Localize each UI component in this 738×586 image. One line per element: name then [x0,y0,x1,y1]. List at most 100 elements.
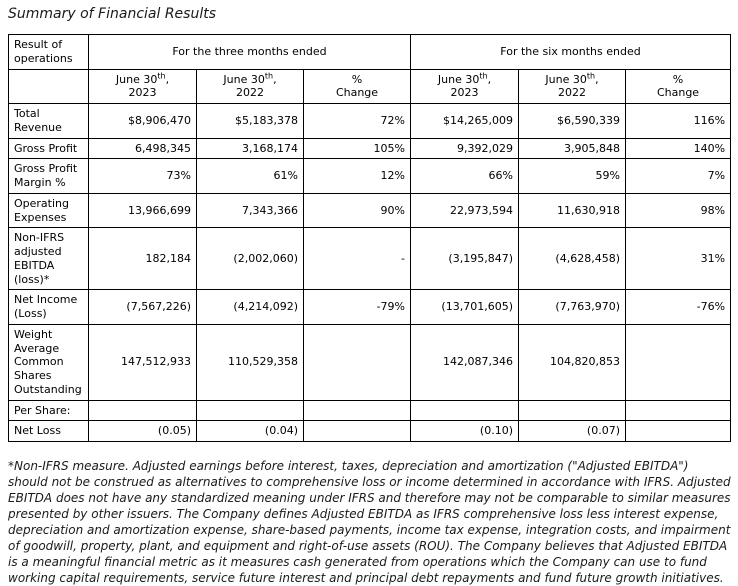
page-title: Summary of Financial Results [8,6,217,22]
pct-change-header-3m: % Change [303,68,411,104]
cell-value: 59% [518,158,626,194]
cell-value: 98% [624,192,732,229]
cell-value: (0.05) [88,420,197,442]
cell-value: 110,529,358 [196,323,304,401]
date-superscript: th [479,70,488,80]
cell-value: (0.10) [410,420,519,442]
cell-value [303,323,411,401]
cell-value: (4,628,458) [518,227,626,291]
date-text: June 30 [437,72,480,86]
table-row-gross-profit: Gross Profit 6,498,345 3,168,174 105% 9,… [8,137,732,160]
cell-value: $5,183,378 [196,103,304,139]
cell-value: (13,701,605) [410,289,519,325]
financial-results-table: Result of operations For the three month… [8,34,732,442]
cell-value: 11,630,918 [518,192,626,229]
table-row-operating-expenses: Operating Expenses 13,966,699 7,343,366 … [8,192,732,229]
cell-value: 7% [624,158,732,194]
year-label: 2022 [236,86,264,100]
date-superscript: th [264,70,274,80]
pct-change-label: Change [656,86,700,100]
row-label: Net Loss [8,420,89,442]
table-row-per-share: Per Share: [8,399,732,422]
cell-value: (0.07) [518,420,626,442]
table-row-non-ifrs-ebitda: Non-IFRS adjusted EBITDA (loss)* 182,184… [8,227,732,291]
cell-value: 66% [410,158,519,194]
table-row-total-revenue: Total Revenue $8,906,470 $5,183,378 72% … [8,103,732,139]
pct-change-label: Change [335,86,379,100]
group-header-six-months: For the six months ended [409,34,732,70]
date-text: June 30 [545,72,587,86]
cell-value: 147,512,933 [88,323,197,401]
cell-value [303,420,411,442]
cell-value: (3,195,847) [410,227,519,291]
row-label: Non-IFRS adjusted EBITDA (loss)* [8,227,89,291]
date-text: June 30 [223,72,265,86]
date-column-header-3m-2023: June 30th, 2023 [88,68,197,104]
non-ifrs-footnote: *Non-IFRS measure. Adjusted earnings bef… [8,459,731,585]
cell-value: (0.04) [196,420,304,442]
cell-value: 142,087,346 [410,323,519,401]
cell-value: 73% [88,158,197,194]
table-row-gross-profit-margin: Gross Profit Margin % 73% 61% 12% 66% 59… [8,158,732,194]
cell-value: (4,214,092) [196,289,304,325]
year-label: 2022 [558,86,586,100]
corner-cell: Result of operations [8,34,89,70]
date-comma: , [273,72,277,86]
cell-value: 105% [303,137,411,160]
cell-value: -79% [303,289,411,325]
date-text: June 30 [115,72,158,86]
cell-value: 7,343,366 [196,192,304,229]
cell-value: 9,392,029 [410,137,519,160]
group-header-three-months: For the three months ended [88,34,411,70]
cell-value [410,399,519,422]
date-superscript: th [586,70,596,80]
cell-value: 140% [624,137,732,160]
cell-value: 182,184 [88,227,197,291]
cell-value: 31% [624,227,732,291]
cell-value [518,399,626,422]
corner-empty-cell [8,68,89,104]
pct-sign: % [672,72,684,86]
date-column-header-6m-2023: June 30th, 2023 [410,68,519,104]
cell-value: $6,590,339 [518,103,626,139]
cell-value: $14,265,009 [410,103,519,139]
cell-value: (2,002,060) [196,227,304,291]
cell-value: 72% [303,103,411,139]
row-label: Weight Average Common Shares Outstanding [8,323,89,401]
cell-value: $8,906,470 [88,103,197,139]
cell-value: 61% [196,158,304,194]
table-row-net-income-loss: Net Income (Loss) (7,567,226) (4,214,092… [8,289,732,325]
cell-value: 12% [303,158,411,194]
date-comma: , [595,72,599,86]
cell-value: - [303,227,411,291]
cell-value: 104,820,853 [518,323,626,401]
cell-value [624,399,732,422]
cell-value: (7,763,970) [518,289,626,325]
cell-value: 22,973,594 [410,192,519,229]
row-label: Gross Profit [8,137,89,160]
date-comma: , [487,72,492,86]
cell-value: 90% [303,192,411,229]
group-header-row: Result of operations For the three month… [8,34,732,70]
date-comma: , [165,72,170,86]
year-label: 2023 [128,86,157,100]
cell-value [196,399,304,422]
cell-value: 3,168,174 [196,137,304,160]
cell-value: 6,498,345 [88,137,197,160]
cell-value [624,323,732,401]
table-row-net-loss-per-share: Net Loss (0.05) (0.04) (0.10) (0.07) [8,420,732,442]
cell-value: (7,567,226) [88,289,197,325]
date-superscript: th [157,70,166,80]
row-label: Net Income (Loss) [8,289,89,325]
row-label: Per Share: [8,399,89,422]
cell-value: 3,905,848 [518,137,626,160]
column-header-row: June 30th, 2023 June 30th, 2022 % Change… [8,68,732,104]
year-label: 2023 [450,86,479,100]
row-label: Operating Expenses [8,192,89,229]
table-row-weighted-average-shares: Weight Average Common Shares Outstanding… [8,323,732,401]
date-column-header-3m-2022: June 30th, 2022 [196,68,304,104]
cell-value: 13,966,699 [88,192,197,229]
cell-value [303,399,411,422]
date-column-header-6m-2022: June 30th, 2022 [518,68,626,104]
